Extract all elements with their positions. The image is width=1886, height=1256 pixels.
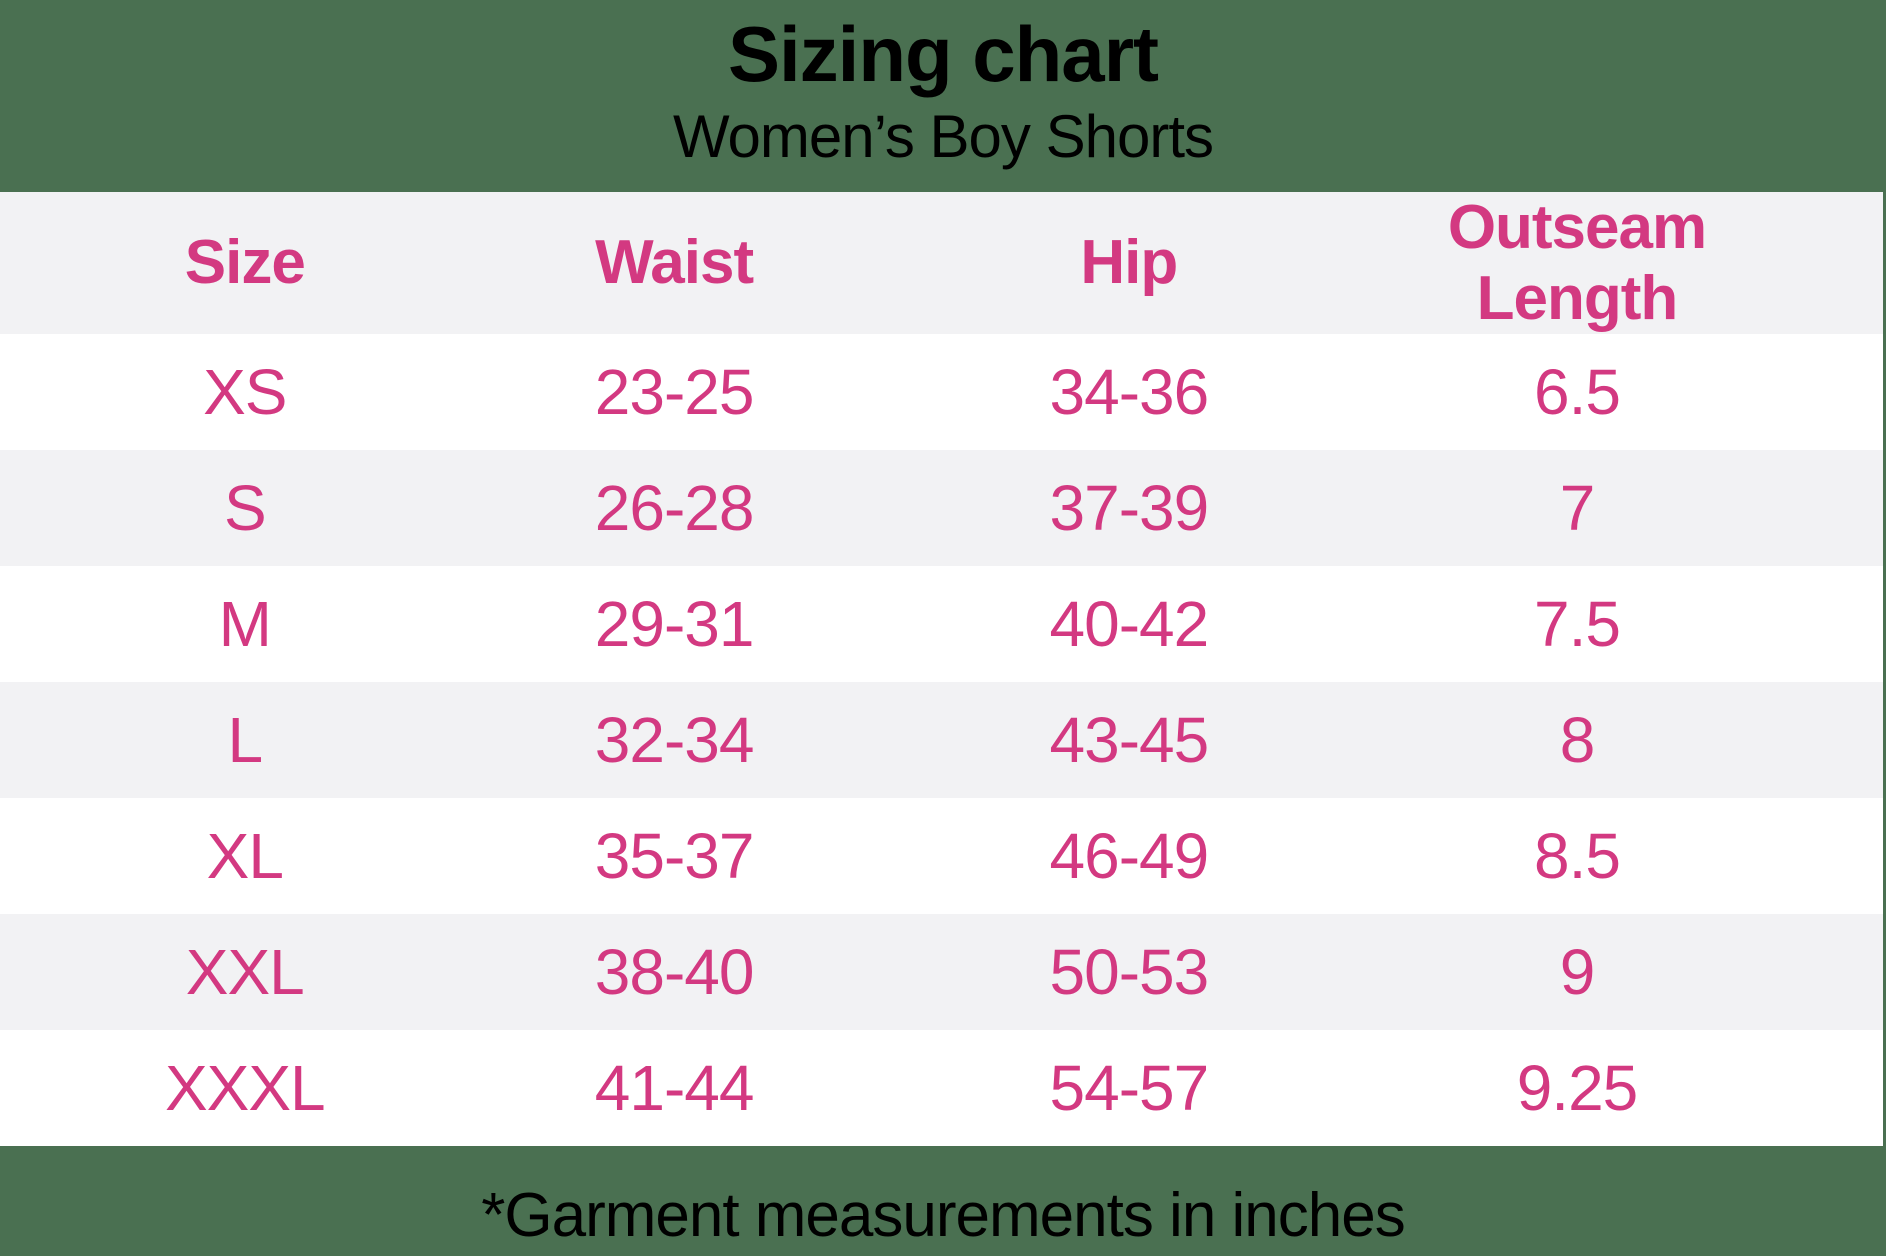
cell-outseam: 9.25 [1516,1051,1639,1124]
table-row-s: S 26-28 37-39 7 [0,449,1883,566]
cell-size: XL [206,819,284,892]
table-row-xs: XS 23-25 34-36 6.5 [0,333,1883,450]
cell-outseam: 6.5 [1534,355,1621,428]
spacer-cell [1755,798,1883,914]
cell-hip: 37-39 [1049,471,1210,544]
footnote: *Garment measurements in inches [481,1180,1406,1250]
page-subtitle: Women’s Boy Shorts [672,102,1214,170]
spacer-cell [1755,334,1883,450]
cell-size: XS [203,355,287,428]
spacer-cell [1755,914,1883,1030]
cell-waist: 29-31 [594,587,755,660]
cell-hip: 40-42 [1049,587,1210,660]
cell-size: S [223,471,267,544]
cell-outseam: 9 [1559,935,1596,1008]
spacer-cell [1755,192,1883,334]
cell-outseam: 8.5 [1534,819,1621,892]
cell-size: M [218,587,272,660]
cell-waist: 35-37 [594,819,755,892]
sizing-table: Size Waist Hip Outseam Length XS 23-25 3… [0,191,1883,1146]
cell-hip: 46-49 [1049,819,1210,892]
column-header-waist: Waist [595,228,754,298]
cell-waist: 26-28 [594,471,755,544]
header-row: Size Waist Hip Outseam Length [0,191,1883,334]
spacer-cell [1755,682,1883,798]
cell-outseam: 7.5 [1534,587,1621,660]
table-row-m: M 29-31 40-42 7.5 [0,565,1883,682]
cell-hip: 34-36 [1049,355,1210,428]
spacer-cell [1755,566,1883,682]
cell-size: XXXL [164,1051,326,1124]
spacer-cell [1755,450,1883,566]
column-header-outseam-length: Outseam Length [1447,192,1707,333]
cell-outseam: 7 [1559,471,1596,544]
cell-waist: 38-40 [594,935,755,1008]
spacer-cell [1755,1030,1883,1146]
table-row-xxl: XXL 38-40 50-53 9 [0,913,1883,1030]
table-row-l: L 32-34 43-45 8 [0,681,1883,798]
cell-waist: 41-44 [594,1051,755,1124]
table-wrap: Size Waist Hip Outseam Length XS 23-25 3… [0,191,1886,1146]
cell-waist: 23-25 [594,355,755,428]
cell-size: L [227,703,263,776]
cell-waist: 32-34 [594,703,755,776]
column-header-size: Size [184,228,306,298]
cell-size: XXL [185,935,305,1008]
column-header-hip: Hip [1080,228,1178,298]
page-title: Sizing chart [727,10,1159,98]
cell-hip: 43-45 [1049,703,1210,776]
heading-block: Sizing chart Women’s Boy Shorts [0,0,1886,170]
cell-hip: 54-57 [1049,1051,1210,1124]
cell-hip: 50-53 [1049,935,1210,1008]
cell-outseam: 8 [1559,703,1596,776]
table-row-xl: XL 35-37 46-49 8.5 [0,797,1883,914]
table-row-xxxl: XXXL 41-44 54-57 9.25 [0,1029,1883,1146]
